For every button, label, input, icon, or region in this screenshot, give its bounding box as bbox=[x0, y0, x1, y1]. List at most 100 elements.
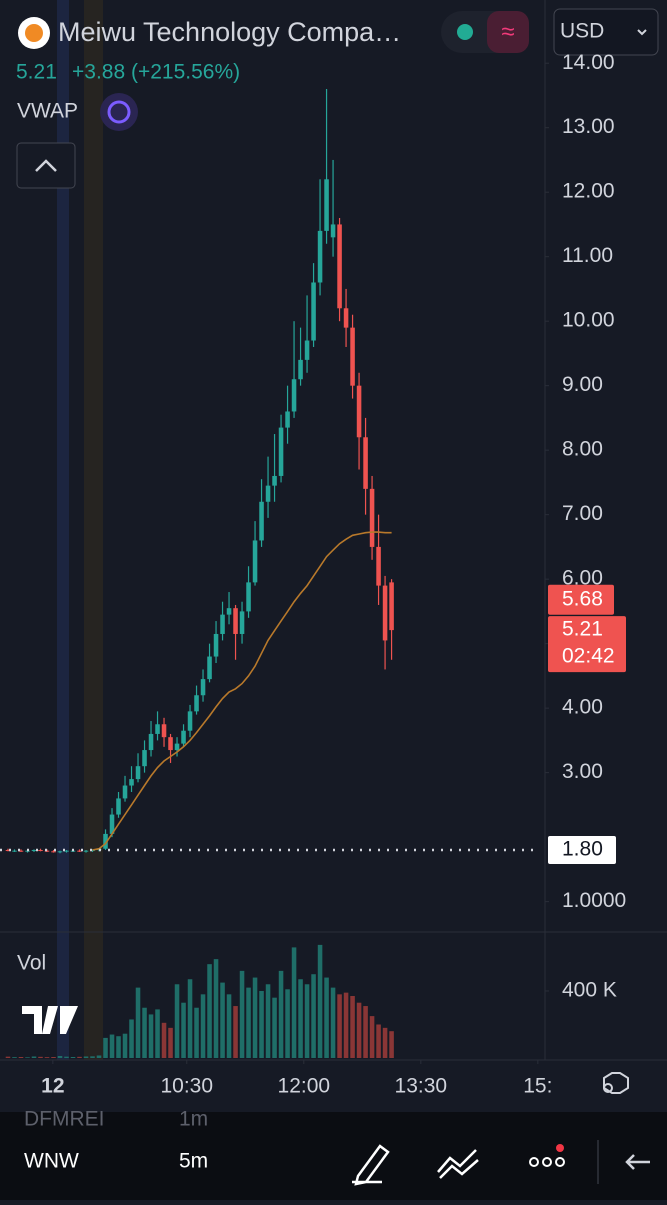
y-tick-label: 7.00 bbox=[562, 502, 603, 525]
candle-body bbox=[129, 779, 134, 786]
draw-icon[interactable] bbox=[352, 1144, 390, 1186]
volume-bar bbox=[187, 979, 193, 1058]
price-label-box bbox=[548, 616, 626, 673]
volume-bar bbox=[246, 987, 251, 1058]
volume-bar bbox=[278, 970, 284, 1058]
symbol: DFMREI bbox=[24, 1108, 105, 1131]
candle-body bbox=[187, 711, 193, 731]
candle-body bbox=[83, 850, 89, 852]
marker-price-label: 5.68 bbox=[562, 587, 603, 610]
x-tick-label: 13:30 bbox=[395, 1075, 448, 1098]
candle-body bbox=[5, 850, 11, 852]
candle-body bbox=[311, 282, 316, 341]
candle-body bbox=[181, 730, 186, 744]
candle-body bbox=[18, 850, 24, 852]
volume-bar bbox=[324, 977, 329, 1058]
currency-button[interactable] bbox=[553, 8, 659, 56]
candle-body bbox=[200, 679, 206, 696]
candle-body bbox=[161, 724, 167, 738]
price-label-box bbox=[548, 836, 616, 865]
volume-bar bbox=[44, 1057, 50, 1058]
volume-bar bbox=[363, 1006, 368, 1058]
volume-bar bbox=[90, 1056, 95, 1058]
extended-icon: ≈ bbox=[501, 18, 514, 45]
candle-body bbox=[174, 743, 180, 751]
candle-body bbox=[389, 582, 394, 631]
volume-bar bbox=[298, 979, 303, 1058]
price: 5.21 bbox=[16, 61, 57, 84]
volume-bar bbox=[57, 1055, 63, 1058]
volume-bar bbox=[83, 1056, 89, 1058]
collapse-button[interactable] bbox=[16, 142, 76, 189]
volume-bar bbox=[304, 984, 310, 1058]
candle-body bbox=[109, 814, 115, 834]
volume-bar bbox=[116, 1036, 121, 1058]
more-icon bbox=[542, 1157, 552, 1167]
volume-bar bbox=[252, 977, 258, 1058]
volume-bar bbox=[96, 1055, 102, 1058]
chevron-up bbox=[35, 159, 57, 172]
candle-body bbox=[272, 475, 277, 486]
candle-body bbox=[330, 224, 336, 238]
volume-bar bbox=[64, 1056, 69, 1058]
session-band bbox=[84, 0, 103, 1060]
candle-body bbox=[213, 633, 219, 657]
candle-body bbox=[382, 585, 388, 641]
candle-body bbox=[12, 850, 17, 852]
volume-bar bbox=[168, 1027, 173, 1058]
interval: 5m bbox=[179, 1150, 208, 1173]
volume-bar bbox=[129, 1019, 134, 1058]
volume-bar bbox=[161, 1022, 167, 1058]
volume-bar bbox=[350, 995, 355, 1058]
volume-bar bbox=[38, 1056, 43, 1058]
volume-bar bbox=[376, 1024, 381, 1058]
more-icon[interactable] bbox=[529, 1157, 539, 1167]
volume-bar bbox=[343, 992, 349, 1058]
volume-bar bbox=[285, 989, 290, 1058]
change: +3.88 (+215.56%) bbox=[72, 61, 240, 84]
y-tick-label: 8.00 bbox=[562, 438, 603, 461]
toolbar-icons: DFMREI 1m WNW 5m bbox=[24, 1072, 650, 1186]
candle-body bbox=[44, 850, 50, 852]
indicator-icon[interactable] bbox=[100, 93, 138, 131]
currency: USD bbox=[560, 20, 604, 43]
volume-title: Vol bbox=[17, 952, 46, 975]
candle-body bbox=[317, 230, 323, 283]
volume-bar bbox=[77, 1056, 82, 1058]
candle-body bbox=[90, 850, 95, 852]
y-tick-label: 11.00 bbox=[562, 244, 613, 267]
volume-bar bbox=[317, 944, 323, 1058]
candle-body bbox=[278, 427, 284, 476]
candle-body bbox=[155, 724, 160, 734]
candle-body bbox=[350, 327, 355, 386]
candle-body bbox=[122, 785, 128, 799]
header: Meiwu Technology Compa… ≈ USD 5.21 +3.88… bbox=[16, 8, 659, 1034]
candle-body bbox=[233, 608, 238, 634]
candle-body bbox=[259, 501, 264, 541]
notification-dot bbox=[556, 1144, 564, 1152]
back-icon[interactable] bbox=[625, 1154, 650, 1170]
x-tick-label: 15: bbox=[523, 1075, 552, 1098]
logo bbox=[25, 24, 43, 42]
price-label-box bbox=[548, 584, 614, 615]
volume-bar bbox=[311, 974, 316, 1058]
candle-body bbox=[239, 611, 245, 634]
x-tick-label: 12:00 bbox=[278, 1075, 331, 1098]
interval: 1m bbox=[179, 1108, 208, 1131]
y-tick-label: 12.00 bbox=[562, 180, 615, 203]
indicator-name[interactable]: VWAP bbox=[17, 100, 78, 123]
y-tick-label: 4.00 bbox=[562, 696, 603, 719]
settings-icon[interactable] bbox=[603, 1072, 629, 1094]
volume-bar bbox=[265, 984, 271, 1058]
candle-body bbox=[356, 385, 362, 438]
volume-bar bbox=[233, 1006, 238, 1058]
volume-bar bbox=[330, 987, 336, 1058]
volume-bar bbox=[70, 1056, 76, 1058]
settings-icon bbox=[603, 1083, 613, 1093]
volume-bar bbox=[389, 1031, 394, 1058]
volume-bar bbox=[155, 1009, 160, 1058]
trend-icon[interactable] bbox=[437, 1149, 479, 1179]
extended-hours[interactable] bbox=[487, 11, 529, 53]
volume-bar bbox=[25, 1057, 30, 1058]
